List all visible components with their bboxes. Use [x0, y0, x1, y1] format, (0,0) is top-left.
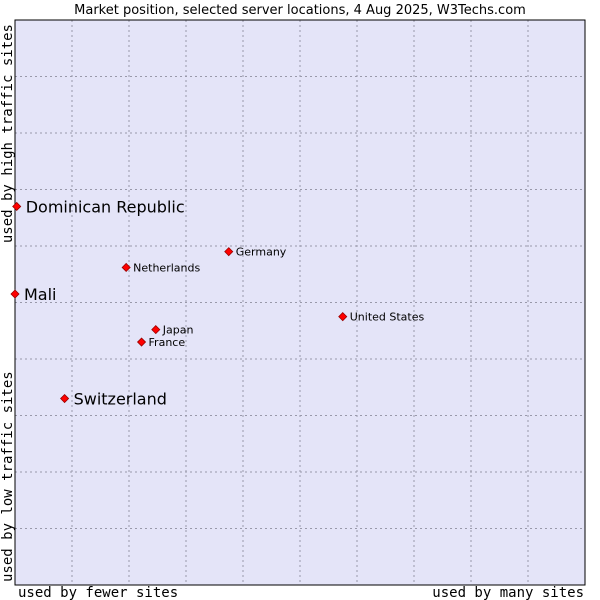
point-marker-germany — [224, 247, 234, 257]
y-axis-label-bottom: used by low traffic sites — [0, 371, 16, 582]
chart-title: Market position, selected server locatio… — [74, 3, 526, 18]
data-point-japan: Japan — [151, 324, 194, 337]
point-label-netherlands: Netherlands — [133, 261, 200, 274]
x-axis-label-left: used by fewer sites — [18, 585, 178, 600]
point-marker-dominican-republic — [12, 201, 22, 212]
point-label-switzerland: Switzerland — [74, 390, 167, 409]
data-points: Dominican Republic Mali Switzerland Germany… — [10, 197, 425, 409]
point-marker-mali — [10, 289, 20, 299]
point-marker-switzerland — [60, 393, 70, 404]
data-point-dominican-republic: Dominican Republic — [12, 197, 185, 216]
x-axis-label-right: used by many sites — [432, 585, 584, 600]
point-marker-netherlands — [121, 262, 131, 273]
data-point-france: France — [136, 336, 186, 349]
data-point-mali: Mali — [10, 285, 57, 304]
data-point-united-states: United States — [338, 311, 425, 324]
point-label-dominican-republic: Dominican Republic — [26, 197, 185, 216]
point-label-united-states: United States — [350, 311, 425, 324]
grid-lines — [15, 20, 585, 585]
point-label-mali: Mali — [24, 285, 57, 304]
data-point-germany: Germany — [224, 246, 287, 259]
point-marker-japan — [151, 325, 161, 335]
point-label-japan: Japan — [162, 324, 194, 337]
point-marker-united-states — [338, 312, 348, 322]
data-point-switzerland: Switzerland — [60, 390, 167, 409]
point-label-germany: Germany — [236, 246, 287, 259]
point-label-france: France — [149, 336, 186, 349]
plot-border — [14, 19, 586, 586]
y-axis-label-top: used by high traffic sites — [0, 24, 16, 243]
data-point-netherlands: Netherlands — [121, 261, 200, 274]
point-marker-france — [136, 337, 147, 347]
